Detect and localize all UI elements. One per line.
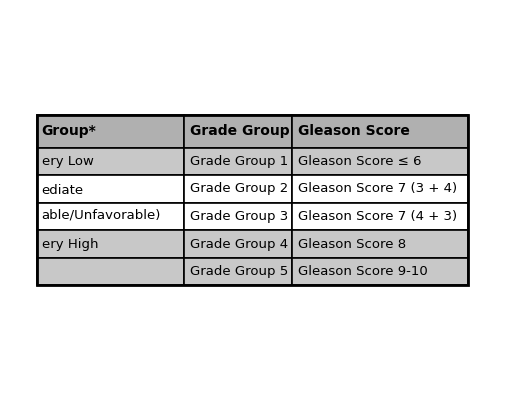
FancyBboxPatch shape <box>293 148 469 175</box>
FancyBboxPatch shape <box>293 258 469 286</box>
Text: ery High: ery High <box>42 238 98 251</box>
Text: Gleason Score 9-10: Gleason Score 9-10 <box>298 265 427 278</box>
Text: Grade Group 2: Grade Group 2 <box>190 183 288 195</box>
FancyBboxPatch shape <box>37 148 185 175</box>
Text: Grade Group: Grade Group <box>190 124 289 138</box>
Text: Gleason Score: Gleason Score <box>298 124 410 138</box>
Text: Grade Group 3: Grade Group 3 <box>190 210 288 223</box>
Text: ediate: ediate <box>42 184 84 197</box>
Text: ery Low: ery Low <box>42 155 93 168</box>
FancyBboxPatch shape <box>185 203 293 230</box>
FancyBboxPatch shape <box>293 175 469 203</box>
Text: Grade Group 4: Grade Group 4 <box>190 238 288 251</box>
FancyBboxPatch shape <box>37 258 185 286</box>
Text: Grade Group 5: Grade Group 5 <box>190 265 288 278</box>
FancyBboxPatch shape <box>37 114 185 148</box>
Text: Gleason Score 7 (3 + 4): Gleason Score 7 (3 + 4) <box>298 183 457 195</box>
FancyBboxPatch shape <box>293 114 469 148</box>
FancyBboxPatch shape <box>37 203 185 230</box>
FancyBboxPatch shape <box>185 114 293 148</box>
FancyBboxPatch shape <box>185 230 293 258</box>
FancyBboxPatch shape <box>37 175 185 203</box>
Text: Gleason Score 7 (4 + 3): Gleason Score 7 (4 + 3) <box>298 210 457 223</box>
Text: Group*: Group* <box>42 124 96 138</box>
Text: Gleason Score 8: Gleason Score 8 <box>298 238 406 251</box>
FancyBboxPatch shape <box>293 230 469 258</box>
FancyBboxPatch shape <box>185 258 293 286</box>
Text: Grade Group 1: Grade Group 1 <box>190 155 288 168</box>
FancyBboxPatch shape <box>293 203 469 230</box>
FancyBboxPatch shape <box>185 175 293 203</box>
FancyBboxPatch shape <box>185 148 293 175</box>
Text: Gleason Score ≤ 6: Gleason Score ≤ 6 <box>298 155 421 168</box>
FancyBboxPatch shape <box>37 230 185 258</box>
Text: able/Unfavorable): able/Unfavorable) <box>42 208 161 221</box>
